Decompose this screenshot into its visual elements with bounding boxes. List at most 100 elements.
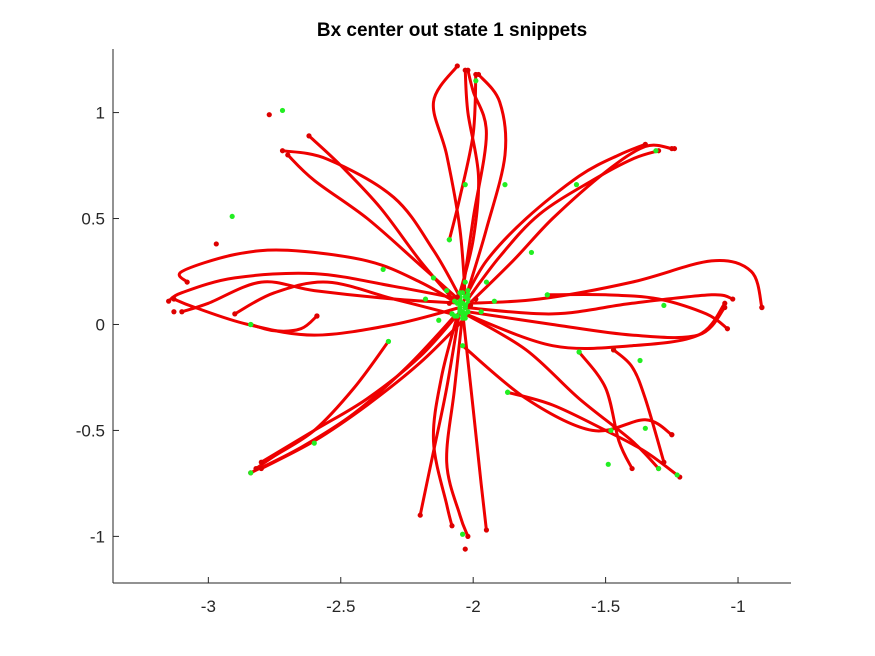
trajectory-31 [466,72,508,293]
trajectory-1 [281,149,462,299]
data-point-17 [573,182,580,188]
y-tick-label: 1 [96,104,105,123]
trajectory-30 [431,64,467,299]
data-point-24 [759,304,765,311]
trajectory-24-end-marker [724,326,731,332]
y-tick-label: 0 [96,315,105,334]
data-point-38 [444,287,450,294]
data-point-3 [229,213,235,220]
trajectory-23-end-marker [722,304,728,311]
trajectory-13-end-marker [253,465,259,472]
x-tick: -2 [466,577,481,616]
data-point-11 [248,470,254,476]
trajectory-16-end-marker [483,527,490,533]
data-point-30 [642,425,648,431]
trajectory-20 [463,143,674,309]
trajectory-markers [166,63,765,552]
data-point-42 [483,279,490,285]
trajectory-14-end-marker [417,512,423,518]
x-tick-label: -1 [730,597,745,616]
x-tick: -1.5 [591,577,620,616]
trajectory-35-start-marker [462,311,468,317]
x-tick-label: -2.5 [326,597,355,616]
trajectory-25-end-marker [722,300,728,306]
trajectory-28 [612,348,666,464]
data-point-45 [491,298,497,304]
trajectory-17-start-marker [454,313,460,319]
trajectory-22 [463,293,735,316]
data-point-26 [576,349,582,355]
data-point-35 [457,300,463,306]
data-point-48 [467,302,474,309]
data-point-28 [637,357,643,364]
trajectory-22-end-marker [730,296,736,302]
trajectory-27 [577,350,634,471]
trajectory-8 [172,297,462,337]
y-tick: -1 [90,527,119,546]
data-point-49 [446,300,452,306]
trajectory-15-end-marker [465,533,471,539]
data-point-31 [669,432,675,438]
data-point-33 [655,465,662,472]
data-point-46 [422,296,429,302]
data-point-4 [213,241,219,247]
trajectory-28-end-marker [661,459,667,465]
trajectory-9 [249,314,319,333]
chart-title: Bx center out state 1 snippets [316,20,588,41]
trajectory-18-end-marker [642,141,648,147]
data-point-5 [380,266,386,272]
data-point-21 [446,237,452,243]
trajectory-12 [259,316,467,471]
x-tick-label: -2 [466,597,481,616]
data-point-36 [449,311,455,317]
trajectory-12-end-marker [258,465,264,472]
x-tick: -1 [730,577,746,616]
data-point-22 [653,148,659,154]
data-point-29 [608,427,614,434]
data-point-37 [465,292,471,298]
trajectory-31-start-marker [465,287,471,294]
trajectory-30-end-marker [454,63,460,69]
data-point-44 [459,315,466,321]
data-point-7 [314,313,320,319]
trajectory-10-end-marker [258,459,264,465]
trajectory-4 [177,248,459,305]
trajectory-3-end-marker [285,152,291,158]
data-point-2 [266,112,272,118]
trajectory-34 [461,344,674,437]
trajectory-lines [167,64,764,538]
data-point-47 [454,294,460,300]
trajectory-5 [167,271,462,303]
y-tick: -0.5 [76,421,119,440]
trajectory-25 [463,301,727,350]
data-point-6 [248,321,254,328]
data-point-12 [459,531,466,537]
data-point-23 [671,145,678,152]
trajectory-17 [431,314,459,528]
data-point-41 [436,317,442,323]
y-tick-label: -1 [90,527,105,546]
trajectory-21 [466,259,764,309]
data-point-40 [462,279,468,285]
data-point-9 [385,338,392,345]
trajectory-14 [418,308,462,517]
y-tick: 1 [96,104,119,123]
data-point-25 [661,302,667,309]
x-ticks: -3 -2.5 -2 -1.5 -1 [201,577,746,616]
data-point-8 [171,309,177,315]
trajectory-16 [461,310,488,532]
data-point-10 [311,440,317,446]
trajectory-33-end-marker [473,71,479,78]
trajectory-32-end-marker [462,67,468,73]
data-point-32 [605,461,611,467]
data-point-43 [430,275,437,281]
trajectory-6-end-marker [179,309,185,315]
data-point-20 [473,78,479,84]
data-point-34 [674,472,680,478]
trajectory-18 [461,142,647,305]
data-point-19 [462,182,468,188]
trajectory-33 [447,72,478,242]
data-point-50 [473,296,479,302]
trajectory-2-end-marker [306,133,312,139]
